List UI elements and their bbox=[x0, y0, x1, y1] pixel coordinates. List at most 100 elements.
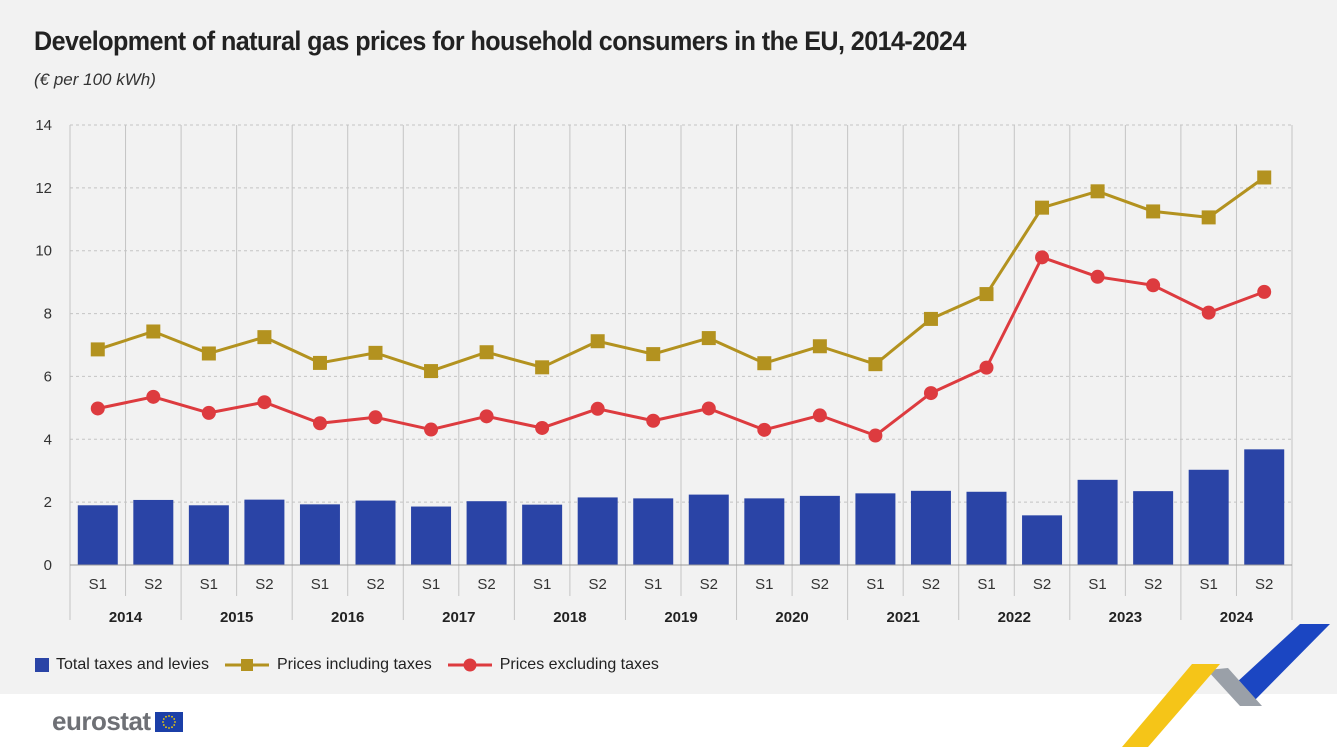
x-tick-label: S1 bbox=[89, 576, 107, 593]
x-tick-label: S2 bbox=[700, 576, 718, 593]
x-tick-label: S1 bbox=[1200, 576, 1218, 593]
x-tick-label: S2 bbox=[144, 576, 162, 593]
point-incl bbox=[479, 345, 494, 360]
x-tick-label: S2 bbox=[589, 576, 607, 593]
year-label: 2015 bbox=[220, 609, 253, 626]
year-label: 2014 bbox=[109, 609, 143, 626]
legend-item-incl: Prices including taxes bbox=[223, 656, 432, 674]
bar-taxes bbox=[188, 505, 229, 565]
year-label: 2018 bbox=[553, 609, 586, 626]
year-label: 2017 bbox=[442, 609, 475, 626]
x-tick-label: S1 bbox=[422, 576, 440, 593]
chart-subtitle: (€ per 100 kWh) bbox=[34, 70, 156, 89]
x-tick-label: S2 bbox=[255, 576, 273, 593]
bar-taxes bbox=[910, 490, 951, 565]
line-incl bbox=[97, 176, 1266, 373]
point-excl bbox=[701, 401, 716, 416]
point-incl bbox=[757, 356, 772, 371]
point-excl bbox=[590, 401, 605, 416]
point-excl bbox=[479, 409, 494, 424]
y-tick-label: 14 bbox=[35, 117, 52, 134]
y-tick-label: 2 bbox=[44, 494, 52, 511]
x-tick-label: S1 bbox=[866, 576, 884, 593]
year-label: 2016 bbox=[331, 609, 364, 626]
bar-taxes bbox=[966, 491, 1007, 565]
bar-taxes bbox=[577, 497, 618, 565]
axes: 0 2 4 6 8 10 12 14 S1 S2 S1 S2 S1 S2 S1 S2 S1 S2 S1 S2 S1 S2 S… bbox=[35, 117, 1292, 626]
y-tick-label: 8 bbox=[44, 306, 52, 323]
bar-taxes bbox=[1077, 479, 1118, 565]
footer-band bbox=[0, 694, 1337, 747]
point-incl bbox=[1090, 184, 1105, 199]
bar-taxes bbox=[355, 500, 396, 565]
bar-taxes bbox=[133, 499, 174, 565]
y-tick-label: 0 bbox=[44, 557, 52, 574]
point-incl bbox=[1257, 170, 1272, 185]
line-excl bbox=[97, 255, 1265, 438]
point-incl bbox=[646, 347, 661, 362]
x-tick-label: S2 bbox=[477, 576, 495, 593]
bar-taxes bbox=[411, 506, 452, 565]
grid bbox=[69, 124, 1293, 620]
x-tick-label: S2 bbox=[922, 576, 940, 593]
bar-taxes bbox=[855, 493, 896, 565]
line-series bbox=[90, 170, 1272, 443]
year-label: 2022 bbox=[998, 609, 1031, 626]
chart-title: Development of natural gas prices for ho… bbox=[34, 26, 966, 56]
point-incl bbox=[590, 334, 605, 349]
x-tick-label: S1 bbox=[311, 576, 329, 593]
legend-circle-marker-icon bbox=[447, 658, 492, 672]
legend-item-taxes: Total taxes and levies bbox=[34, 656, 209, 674]
year-label: 2019 bbox=[664, 609, 697, 626]
bar-taxes bbox=[1022, 515, 1063, 565]
x-tick-label: S2 bbox=[1144, 576, 1162, 593]
x-tick-label: S1 bbox=[644, 576, 662, 593]
y-tick-label: 10 bbox=[35, 243, 52, 260]
bar-taxes bbox=[744, 498, 785, 565]
point-incl bbox=[424, 364, 439, 379]
chart: 0 2 4 6 8 10 12 14 S1 S2 S1 S2 S1 S2 S1 S2 S1 S2 S1 S2 S1 S2 S… bbox=[35, 117, 1293, 626]
point-incl bbox=[1201, 210, 1216, 225]
bar-series-taxes bbox=[77, 449, 1285, 565]
point-incl bbox=[368, 345, 383, 360]
legend-label-excl: Prices excluding taxes bbox=[499, 656, 659, 673]
bar-taxes bbox=[244, 499, 285, 565]
bar-taxes bbox=[466, 501, 507, 565]
x-tick-label: S1 bbox=[1088, 576, 1106, 593]
legend: Total taxes and levies Prices including … bbox=[34, 652, 673, 678]
point-incl bbox=[812, 339, 827, 354]
point-excl bbox=[1146, 278, 1161, 293]
year-label: 2024 bbox=[1220, 609, 1254, 626]
bar-taxes bbox=[77, 505, 118, 565]
x-tick-label: S1 bbox=[755, 576, 773, 593]
eu-flag-icon bbox=[154, 711, 183, 732]
legend-bar-swatch-icon bbox=[35, 658, 49, 672]
point-incl bbox=[201, 346, 216, 361]
year-label: 2023 bbox=[1109, 609, 1142, 626]
year-label: 2021 bbox=[886, 609, 919, 626]
point-excl bbox=[312, 416, 327, 431]
point-excl bbox=[1090, 269, 1105, 284]
point-excl bbox=[979, 360, 994, 375]
bar-taxes bbox=[299, 504, 340, 565]
y-tick-label: 12 bbox=[35, 180, 52, 197]
legend-square-marker-icon bbox=[224, 659, 269, 671]
bar-taxes bbox=[799, 495, 840, 565]
point-excl bbox=[812, 408, 827, 423]
point-excl bbox=[90, 401, 105, 416]
point-excl bbox=[1035, 250, 1050, 265]
legend-label-incl: Prices including taxes bbox=[276, 656, 432, 673]
bar-taxes bbox=[1188, 469, 1229, 565]
x-tick-label: S1 bbox=[977, 576, 995, 593]
point-incl bbox=[701, 331, 716, 346]
point-incl bbox=[535, 360, 550, 375]
x-tick-label: S2 bbox=[811, 576, 829, 593]
x-tick-label: S1 bbox=[533, 576, 551, 593]
point-incl bbox=[1146, 204, 1161, 219]
point-incl bbox=[257, 330, 272, 345]
point-incl bbox=[146, 324, 161, 339]
point-excl bbox=[1257, 284, 1272, 299]
legend-label-taxes: Total taxes and levies bbox=[56, 656, 209, 673]
eurostat-logo: eurostat bbox=[52, 706, 183, 737]
point-incl bbox=[923, 311, 938, 326]
